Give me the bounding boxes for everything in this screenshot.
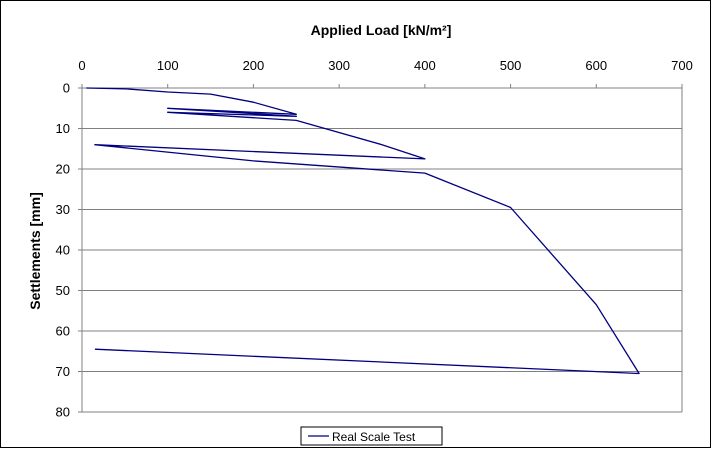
- y-tick-label-40: 40: [56, 243, 70, 258]
- y-tick-label-30: 30: [56, 202, 70, 217]
- x-tick-label-400: 400: [414, 58, 436, 73]
- y-tick-label-60: 60: [56, 324, 70, 339]
- x-tick-label-600: 600: [585, 58, 607, 73]
- legend: Real Scale Test: [301, 427, 442, 445]
- x-tick-label-500: 500: [500, 58, 522, 73]
- grid-layer: [82, 88, 682, 412]
- y-tick-label-50: 50: [56, 283, 70, 298]
- axis-layer: 0 100 200 300 400 500 600 700 0 10 20 30 40 50 60 70 80: [56, 58, 693, 420]
- y-tick-label-80: 80: [56, 405, 70, 420]
- legend-label: Real Scale Test: [332, 430, 416, 444]
- y-tick-label-0: 0: [63, 81, 70, 96]
- y-tick-label-70: 70: [56, 364, 70, 379]
- x-tick-label-200: 200: [243, 58, 265, 73]
- x-tick-label-700: 700: [671, 58, 693, 73]
- x-tick-label-300: 300: [328, 58, 350, 73]
- x-tick-label-0: 0: [78, 58, 85, 73]
- y-tick-label-20: 20: [56, 162, 70, 177]
- chart-title: Applied Load [kN/m²]: [311, 22, 452, 38]
- y-tick-label-10: 10: [56, 121, 70, 136]
- x-tick-label-100: 100: [157, 58, 179, 73]
- y-axis-label: Settlements [mm]: [27, 192, 43, 309]
